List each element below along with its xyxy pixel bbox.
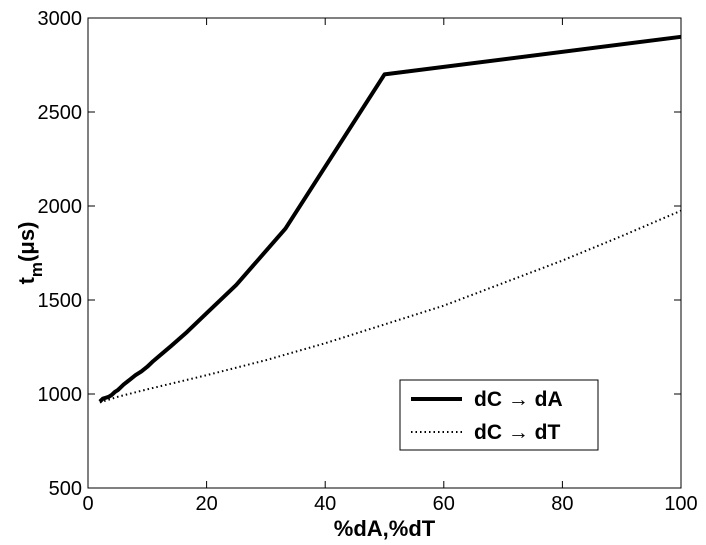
y-axis-title-subscript: m: [27, 262, 46, 277]
x-axis-title: %dA,%dT: [334, 516, 436, 541]
x-tick-label: 60: [433, 493, 455, 515]
ticks-group: 0 20 40 60 80 100 500 1000 1500 2000 2500 3000: [38, 8, 698, 515]
x-tick-label: 40: [314, 493, 336, 515]
y-axis-title-unit: (μs): [14, 222, 39, 262]
legend-label-dc-da: dC → dA: [474, 388, 563, 411]
y-axis-title: tm(μs): [14, 222, 46, 285]
series-line-dc-dt: [99, 209, 682, 404]
y-axis-title-main: t: [14, 276, 39, 284]
x-tick-label: 80: [551, 493, 573, 515]
legend: dC → dA dC → dT: [399, 379, 599, 451]
y-tick-label: 3000: [38, 8, 83, 30]
y-tick-label: 1000: [38, 384, 83, 406]
y-tick-label: 500: [49, 478, 82, 500]
x-tick-label: 100: [664, 493, 697, 515]
series-line-dc-da: [98, 34, 682, 403]
y-tick-label: 1500: [38, 290, 83, 312]
x-tick-label: 20: [195, 493, 217, 515]
series-group: [98, 34, 682, 404]
legend-label-dc-dt: dC → dT: [474, 421, 560, 444]
x-tick-label: 0: [82, 493, 93, 515]
y-tick-label: 2500: [38, 102, 83, 124]
legend-box: [399, 379, 599, 451]
y-tick-label: 2000: [38, 196, 83, 218]
